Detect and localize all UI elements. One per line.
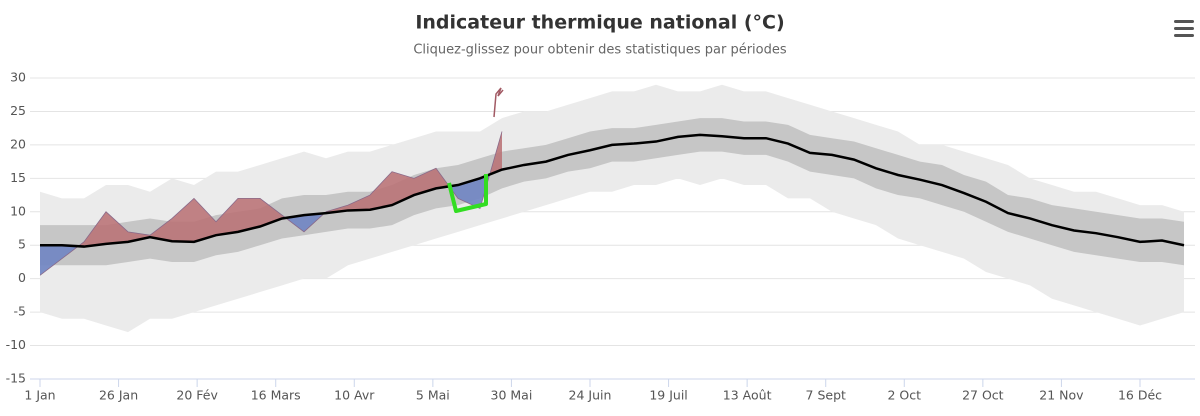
y-tick-label: 15 — [10, 170, 26, 185]
x-tick-label: 13 Août — [723, 388, 772, 403]
highlight-mark — [447, 174, 488, 213]
x-tick-label: 10 Avr — [334, 388, 375, 403]
y-tick-label: -15 — [6, 371, 26, 386]
x-tick-label: 16 Déc — [1118, 388, 1162, 403]
y-tick-label: 0 — [18, 270, 26, 285]
chart-title: Indicateur thermique national (°C) — [415, 12, 784, 34]
menu-button[interactable] — [1174, 20, 1194, 37]
x-tick-label: 20 Fév — [176, 388, 218, 403]
annotations — [447, 87, 504, 213]
x-tick-label: 7 Sept — [806, 388, 846, 403]
x-tick-label: 30 Mai — [491, 388, 533, 403]
x-tick-label: 24 Juin — [569, 388, 612, 403]
y-tick-label: -5 — [14, 304, 26, 319]
plot-area: -15 -10 -5 0 5 10 15 20 25 30 1 Jan 26 Jan 20 Fév 16 … — [6, 70, 1195, 403]
menu-bar[interactable] — [1174, 34, 1194, 37]
x-tick-label: 21 Nov — [1039, 388, 1084, 403]
y-tick-label: 5 — [18, 237, 26, 252]
menu-bar[interactable] — [1174, 20, 1194, 23]
x-tick-label: 26 Jan — [99, 388, 138, 403]
range-area — [40, 118, 1184, 266]
x-tick-label: 16 Mars — [251, 388, 301, 403]
x-tick-label: 5 Mai — [416, 388, 450, 403]
y-tick-label: 25 — [10, 103, 26, 118]
chart-subtitle: Cliquez-glissez pour obtenir des statist… — [413, 43, 787, 58]
y-tick-label: 10 — [10, 203, 26, 218]
normal-line — [40, 133, 1185, 248]
anomaly-line — [39, 131, 503, 276]
scribble-mark — [493, 87, 504, 118]
x-tick-label: 19 Juil — [649, 388, 687, 403]
x-tick-label: 1 Jan — [24, 388, 55, 403]
menu-bar[interactable] — [1174, 27, 1194, 30]
y-tick-label: 30 — [10, 70, 26, 85]
x-tick-label: 27 Oct — [962, 388, 1004, 403]
range-area — [40, 84, 1184, 333]
y-tick-label: 20 — [10, 136, 26, 151]
y-tick-label: -10 — [6, 337, 26, 352]
x-tick-label: 2 Oct — [888, 388, 922, 403]
